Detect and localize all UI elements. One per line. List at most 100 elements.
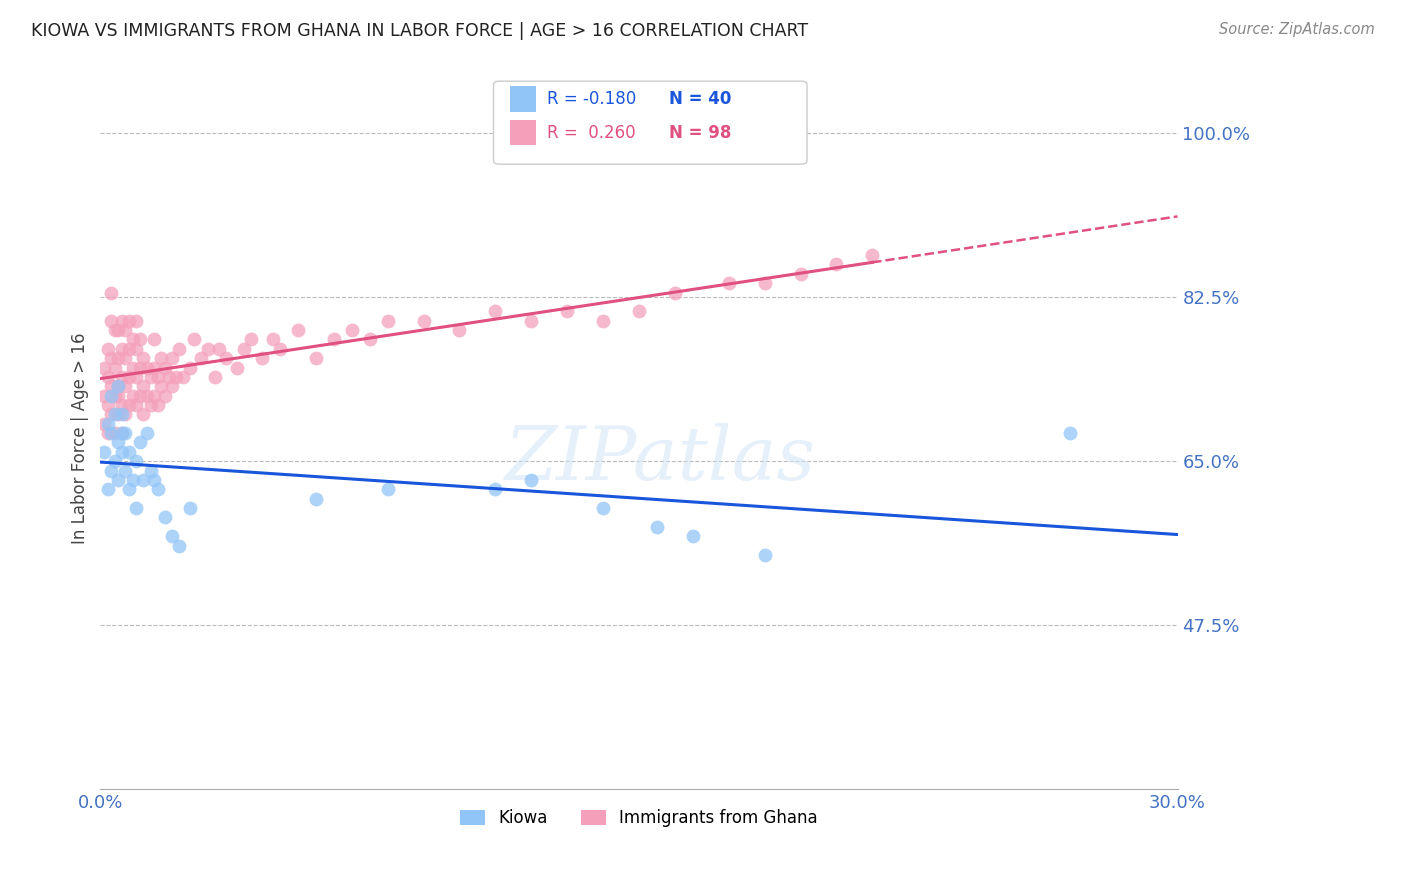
Point (340, 323, 363, 337)
Point (132, 379, 155, 393)
Point (107, 351, 129, 365)
Point (100, 464, 122, 478)
Text: R =  0.260: R = 0.260 (547, 124, 636, 142)
Text: N = 40: N = 40 (669, 90, 731, 108)
Point (153, 510, 176, 524)
Point (592, 313, 614, 327)
Point (104, 426, 127, 441)
Point (143, 360, 166, 375)
Point (96, 370, 118, 384)
Point (128, 360, 150, 375)
Point (114, 351, 136, 365)
Point (125, 342, 148, 356)
Point (359, 332, 381, 346)
Point (225, 360, 247, 375)
Point (107, 473, 129, 487)
Point (96, 342, 118, 356)
Point (100, 351, 122, 365)
Point (262, 332, 284, 346)
Point (146, 483, 169, 497)
Point (96, 483, 118, 497)
Point (96, 417, 118, 431)
Point (160, 351, 183, 365)
Point (520, 313, 543, 327)
Point (125, 370, 148, 384)
Point (125, 398, 148, 412)
Point (100, 408, 122, 422)
Point (645, 520, 668, 534)
Point (592, 501, 614, 516)
Point (287, 323, 309, 337)
Point (146, 398, 169, 412)
Point (100, 379, 122, 393)
Point (100, 313, 122, 327)
Point (132, 408, 155, 422)
Point (825, 257, 848, 271)
Point (111, 426, 134, 441)
Point (111, 342, 134, 356)
Point (125, 501, 148, 516)
Point (269, 342, 291, 356)
Point (128, 389, 150, 403)
Point (121, 473, 143, 487)
Text: KIOWA VS IMMIGRANTS FROM GHANA IN LABOR FORCE | AGE > 16 CORRELATION CHART: KIOWA VS IMMIGRANTS FROM GHANA IN LABOR … (31, 22, 808, 40)
Point (377, 483, 399, 497)
Point (100, 389, 122, 403)
Point (118, 398, 141, 412)
Point (121, 389, 143, 403)
Point (520, 473, 543, 487)
Point (139, 398, 162, 412)
Point (104, 323, 127, 337)
Point (111, 370, 134, 384)
Point (114, 426, 136, 441)
Point (104, 454, 127, 468)
Point (104, 408, 127, 422)
Point (157, 370, 180, 384)
Text: Source: ZipAtlas.com: Source: ZipAtlas.com (1219, 22, 1375, 37)
Point (484, 483, 506, 497)
Point (169, 342, 191, 356)
Point (118, 370, 141, 384)
Point (484, 304, 506, 318)
Y-axis label: In Labor Force | Age > 16: In Labor Force | Age > 16 (72, 332, 89, 543)
Point (128, 332, 150, 346)
Point (146, 370, 169, 384)
Point (118, 342, 141, 356)
Point (197, 342, 219, 356)
Point (682, 529, 704, 543)
Point (136, 360, 159, 375)
Point (160, 529, 183, 543)
Point (107, 389, 129, 403)
Point (107, 408, 129, 422)
Point (128, 435, 150, 450)
Point (153, 389, 176, 403)
Point (118, 313, 141, 327)
Point (377, 313, 399, 327)
Text: ZIPatlas: ZIPatlas (505, 423, 815, 495)
Point (118, 483, 141, 497)
Point (111, 313, 134, 327)
Point (104, 360, 127, 375)
Point (215, 351, 238, 365)
Point (322, 332, 344, 346)
Point (153, 360, 176, 375)
Point (100, 285, 122, 300)
Point (114, 408, 136, 422)
Point (860, 248, 883, 262)
Point (555, 304, 578, 318)
Point (143, 473, 166, 487)
Point (118, 445, 141, 459)
Point (139, 370, 162, 384)
Point (139, 464, 162, 478)
Point (789, 267, 811, 281)
Point (627, 304, 650, 318)
Point (104, 389, 127, 403)
Point (179, 360, 201, 375)
Point (111, 408, 134, 422)
Point (208, 342, 231, 356)
Point (107, 435, 129, 450)
Point (143, 332, 166, 346)
Point (107, 323, 129, 337)
Point (172, 370, 194, 384)
Point (412, 313, 434, 327)
